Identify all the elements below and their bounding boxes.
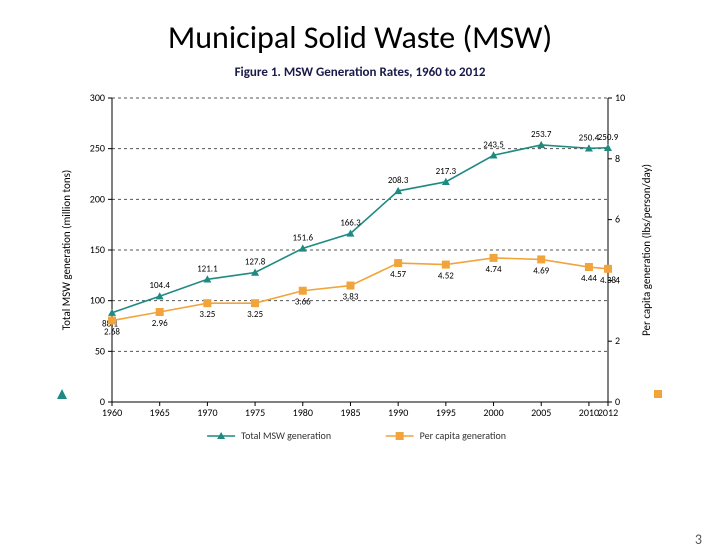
series-total-label: 250.4 — [579, 132, 600, 143]
series-total-label: 208.3 — [388, 175, 409, 186]
x-tick-label: 2012 — [598, 406, 618, 419]
series-total-label: 217.3 — [436, 166, 457, 177]
y1-axis-marker-icon — [57, 389, 67, 399]
x-tick-label: 1965 — [150, 406, 170, 419]
series-percap-label: 4.74 — [486, 264, 502, 275]
series-percap-marker — [346, 282, 354, 290]
y1-tick-label: 200 — [90, 192, 105, 205]
series-percap-marker — [251, 299, 259, 307]
series-total-label: 121.1 — [197, 263, 218, 274]
x-tick-label: 1985 — [340, 406, 360, 419]
x-tick-label: 1990 — [388, 406, 408, 419]
series-total-label: 253.7 — [531, 129, 552, 140]
y1-tick-label: 300 — [90, 91, 105, 104]
series-percap-marker — [537, 255, 545, 263]
series-total-line — [112, 145, 608, 313]
series-percap-label: 4.52 — [438, 271, 454, 282]
series-percap-label: 2.68 — [104, 327, 120, 338]
series-total-label: 104.4 — [149, 280, 170, 291]
y1-tick-label: 100 — [90, 294, 105, 307]
series-percap-marker — [203, 299, 211, 307]
series-percap-marker — [394, 259, 402, 267]
y2-tick-label: 2 — [615, 334, 620, 347]
x-tick-label: 1960 — [102, 406, 122, 419]
series-total-label: 243.5 — [483, 139, 504, 150]
series-total-label: 250.9 — [598, 132, 619, 143]
chart-svg: 0501001502002503000246810196019651970197… — [40, 84, 680, 464]
legend-total-text: Total MSW generation — [241, 429, 331, 442]
x-tick-label: 2005 — [531, 406, 551, 419]
series-total-label: 151.6 — [293, 232, 314, 243]
y2-tick-label: 8 — [615, 152, 620, 165]
series-percap-marker — [490, 254, 498, 262]
series-total-label: 166.3 — [340, 217, 361, 228]
y2-axis-marker-icon — [654, 390, 662, 398]
msw-chart: 0501001502002503000246810196019651970197… — [40, 84, 680, 464]
series-percap-marker — [442, 261, 450, 269]
series-percap-label: 3.25 — [199, 309, 215, 320]
series-percap-label: 4.38 — [600, 275, 616, 286]
series-percap-label: 2.96 — [152, 318, 168, 329]
x-tick-label: 1975 — [245, 406, 265, 419]
series-total-label: 127.8 — [245, 256, 266, 267]
y1-axis-title: Total MSW generation (million tons) — [60, 170, 73, 331]
y2-tick-label: 10 — [615, 91, 625, 104]
x-tick-label: 1970 — [197, 406, 217, 419]
series-percap-marker — [156, 308, 164, 316]
slide-title: Municipal Solid Waste (MSW) — [0, 18, 720, 57]
figure-title: Figure 1. MSW Generation Rates, 1960 to … — [0, 65, 720, 80]
series-percap-label: 4.69 — [533, 265, 549, 276]
series-percap-marker — [604, 265, 612, 273]
series-percap-label: 3.25 — [247, 309, 263, 320]
series-percap-label: 4.44 — [581, 273, 597, 284]
legend-percap-icon — [396, 432, 404, 440]
x-tick-label: 1980 — [293, 406, 313, 419]
series-percap-label: 4.57 — [390, 269, 406, 280]
series-percap-marker — [585, 263, 593, 271]
y1-tick-label: 250 — [90, 142, 105, 155]
y1-tick-label: 150 — [90, 243, 105, 256]
x-tick-label: 2010 — [579, 406, 599, 419]
series-total-marker — [442, 178, 450, 185]
y1-tick-label: 50 — [95, 344, 105, 357]
series-percap-marker — [108, 317, 116, 325]
series-percap-label: 3.66 — [295, 297, 311, 308]
y2-axis-title: Per capita generation (lbs/person/day) — [640, 164, 653, 336]
x-tick-label: 2000 — [483, 406, 503, 419]
legend-percap-text: Per capita generation — [420, 429, 506, 442]
series-percap-label: 3.83 — [342, 292, 358, 303]
y2-tick-label: 6 — [615, 213, 620, 226]
series-percap-marker — [299, 287, 307, 295]
x-tick-label: 1995 — [436, 406, 456, 419]
